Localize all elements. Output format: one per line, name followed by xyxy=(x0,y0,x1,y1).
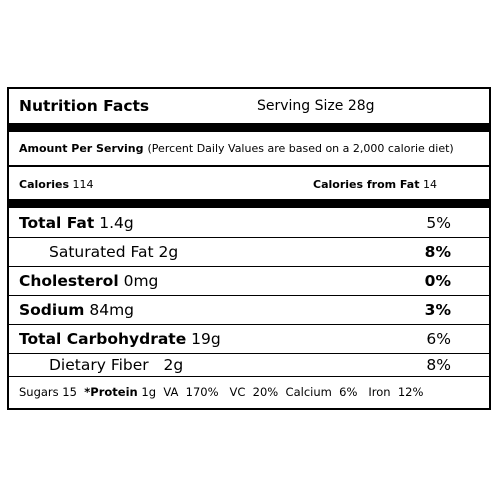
daily-values-note: (Percent Daily Values are based on a 2,0… xyxy=(148,142,454,155)
calories-row: Calories 114 Calories from Fat 14 xyxy=(9,169,489,208)
amount-per-serving-label: Amount Per Serving xyxy=(19,142,144,155)
protein-value: 1g xyxy=(141,385,156,399)
nutrient-amount: 2g xyxy=(163,356,183,374)
vitamins-row: Sugars 15 *Protein 1g VA 170% VC 20% Cal… xyxy=(9,376,489,407)
serving-size: Serving Size 28g xyxy=(257,98,375,114)
sugars: Sugars 15 xyxy=(19,385,77,399)
nutrient-name: Total Fat xyxy=(19,214,94,232)
nutrient-percent: 8% xyxy=(425,243,451,261)
nutrient-amount: 84mg xyxy=(89,301,134,319)
nutrient-row-saturated-fat: Saturated Fat 2g 8% xyxy=(9,237,489,267)
nutrient-name: Saturated Fat xyxy=(49,243,154,261)
nutrient-percent: 8% xyxy=(426,356,451,374)
nutrition-label: Nutrition Facts Serving Size 28g Amount … xyxy=(7,87,491,410)
calories-from-fat-value: 14 xyxy=(423,178,437,191)
nutrient-percent: 0% xyxy=(425,272,451,290)
label-header: Nutrition Facts Serving Size 28g xyxy=(9,89,489,132)
label-title: Nutrition Facts xyxy=(19,97,149,115)
nutrient-row-sodium: Sodium 84mg 3% xyxy=(9,295,489,325)
calories: Calories 114 xyxy=(19,178,94,191)
nutrient-percent: 5% xyxy=(426,214,451,232)
nutrient-row-dietary-fiber: Dietary Fiber 2g 8% xyxy=(9,353,489,377)
nutrient-row-total-carbohydrate: Total Carbohydrate 19g 6% xyxy=(9,324,489,354)
protein-label: *Protein xyxy=(84,385,137,399)
calories-from-fat-label: Calories from Fat xyxy=(313,178,419,191)
nutrient-name: Total Carbohydrate xyxy=(19,330,186,348)
calories-from-fat: Calories from Fat 14 xyxy=(313,178,437,191)
vitamins-minerals: VA 170% VC 20% Calcium 6% Iron 12% xyxy=(163,385,423,399)
nutrient-name: Sodium xyxy=(19,301,84,319)
calories-value: 114 xyxy=(73,178,94,191)
nutrient-amount: 19g xyxy=(191,330,221,348)
calories-label: Calories xyxy=(19,178,69,191)
nutrient-amount: 2g xyxy=(159,243,179,261)
nutrient-amount: 0mg xyxy=(124,272,159,290)
nutrient-percent: 6% xyxy=(426,330,451,348)
nutrient-percent: 3% xyxy=(425,301,451,319)
nutrient-amount: 1.4g xyxy=(99,214,134,232)
nutrient-name: Dietary Fiber xyxy=(49,356,149,374)
nutrient-name: Cholesterol xyxy=(19,272,119,290)
nutrient-row-total-fat: Total Fat 1.4g 5% xyxy=(9,208,489,238)
nutrient-row-cholesterol: Cholesterol 0mg 0% xyxy=(9,266,489,296)
amount-per-serving-row: Amount Per Serving (Percent Daily Values… xyxy=(9,132,489,167)
